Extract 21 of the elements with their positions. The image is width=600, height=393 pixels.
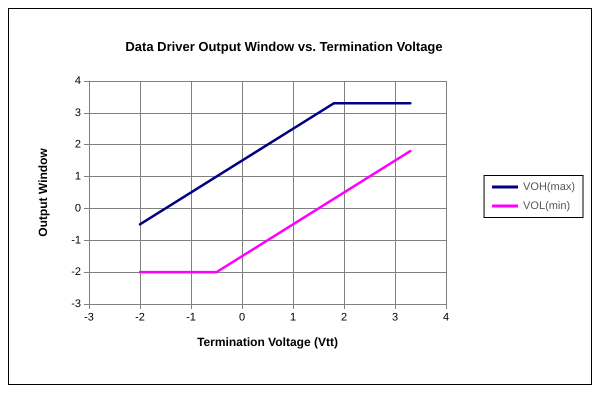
x-tick-label: 0 (238, 312, 246, 324)
y-tick-label: 4 (74, 75, 81, 87)
y-axis-title: Output Window (36, 148, 50, 237)
x-tick-label: -2 (135, 312, 145, 324)
y-tick-label: -3 (71, 298, 81, 310)
legend-label: VOL(min) (523, 200, 570, 212)
y-tick-label: 0 (74, 202, 81, 214)
y-tick-label: 3 (74, 106, 81, 119)
y-tick-label: -1 (71, 234, 81, 246)
x-tick-label: 1 (290, 312, 296, 324)
x-tick-label: 2 (340, 312, 348, 324)
x-tick-label: -1 (186, 312, 196, 324)
x-tick-label: -3 (84, 312, 94, 324)
legend-label: VOH(max) (523, 181, 576, 193)
x-axis-title: Termination Voltage (Vtt) (197, 335, 338, 349)
chart-title: Data Driver Output Window vs. Termination Voltage (125, 39, 443, 54)
y-tick-label: 1 (74, 170, 81, 183)
x-tick-label: 4 (442, 312, 450, 324)
x-tick-label: 3 (392, 312, 398, 324)
y-tick-label: -2 (71, 266, 81, 278)
y-tick-label: 2 (74, 138, 81, 151)
